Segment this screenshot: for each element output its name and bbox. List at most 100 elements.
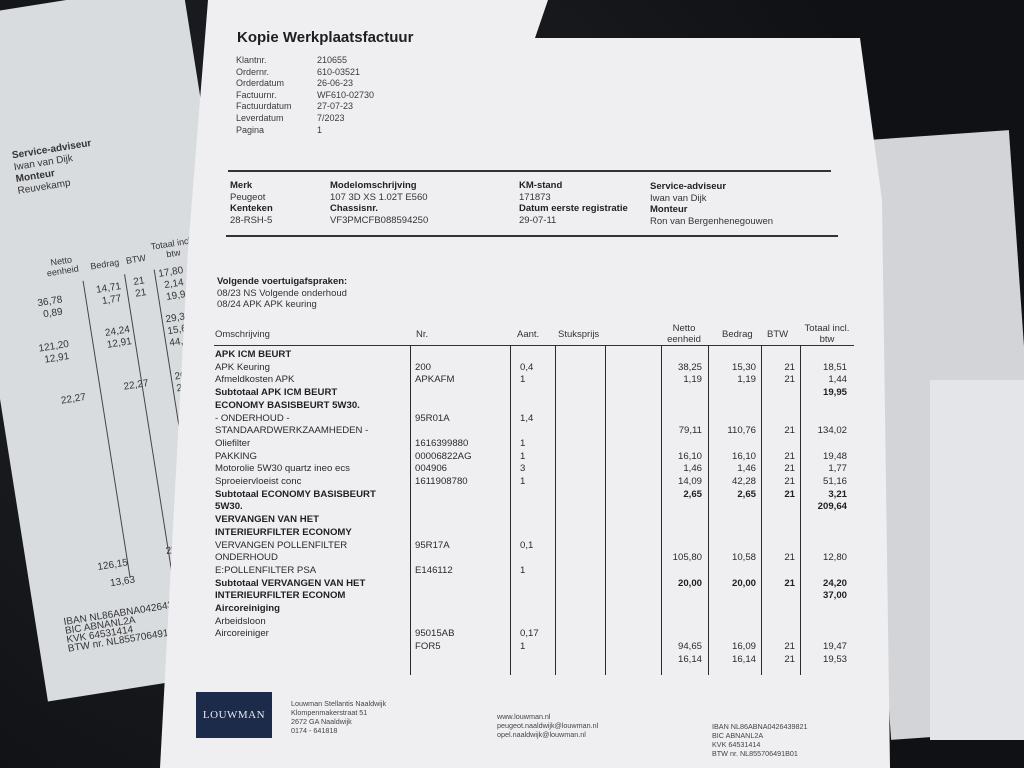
cell-netto-eenheid: 20,00	[677, 577, 702, 589]
column-line	[605, 345, 607, 675]
invoice-meta-values: 210655 610-03521 26-06-23 WF610-02730 27…	[317, 55, 374, 136]
column-line	[510, 345, 512, 675]
agreements: Volgende voertuigafspraken: 08/23 NS Vol…	[217, 276, 347, 311]
left-value: 12,91	[106, 336, 133, 351]
meta-label: Ordernr.	[236, 66, 270, 77]
model-value: 107 3D XS 1.02T E560	[330, 191, 428, 203]
cell-description: VERVANGEN POLLENFILTER	[215, 539, 348, 551]
invoice-paper	[160, 0, 890, 768]
meta-value: 610-03521	[317, 66, 361, 77]
cell-quantity: 1	[520, 450, 526, 462]
cell-totaal: 3,21	[828, 488, 847, 500]
cell-btw: 21	[784, 450, 795, 462]
left-col-btw: BTW	[125, 252, 147, 266]
table-row: Arbeidsloon	[215, 616, 855, 629]
left-col-netto: Netto eenheid	[46, 254, 80, 279]
cell-totaal: 37,00	[822, 590, 847, 602]
cell-description: - ONDERHOUD -	[215, 412, 290, 424]
table-row: FOR5 1 94,65 16,09 21 19,47	[215, 641, 855, 654]
col-bedrag: Bedrag	[722, 329, 753, 340]
cell-netto-eenheid: 79,11	[678, 425, 702, 437]
agreements-title: Volgende voertuigafspraken:	[217, 276, 348, 287]
cell-netto-eenheid: 14,09	[677, 476, 702, 487]
table-row: VERVANGEN POLLENFILTER 95R17A 0,1	[215, 540, 855, 553]
left-value: 21	[134, 287, 148, 300]
cell-description: Motorolie 5W30 quartz ineo ecs	[215, 463, 350, 475]
table-row: INTERIEURFILTER ECONOM 37,00	[215, 590, 855, 603]
cell-totaal: 19,47	[822, 641, 847, 653]
km-value: 171873	[519, 191, 551, 203]
table-row: APK ICM BEURT	[215, 349, 855, 362]
monteur-label: Monteur	[650, 204, 688, 215]
registration-label: Datum eerste registratie	[519, 203, 628, 214]
email-link[interactable]: peugeot.naaldwijk@louwman.nl	[497, 721, 599, 730]
divider	[226, 235, 838, 237]
left-value: 13,63	[109, 574, 136, 590]
cell-description: APK ICM BEURT	[215, 349, 292, 360]
cell-description: INTERIEURFILTER ECONOM	[215, 590, 346, 602]
cell-part-number: 95015AB	[415, 628, 455, 640]
cell-part-number: 00006822AG	[415, 450, 472, 462]
table-row: 16,14 16,14 21 19,53	[215, 654, 855, 667]
cell-netto-eenheid: 94,65	[677, 641, 702, 653]
table-row: Aircoreiniger 95015AB 0,17	[215, 628, 855, 641]
cell-description: PAKKING	[215, 450, 257, 462]
adviseur-label: Service-adviseur	[650, 181, 727, 192]
bic: BIC ABNANL2A	[712, 731, 764, 740]
cell-description: VERVANGEN VAN HET	[215, 514, 319, 526]
table-row: Subtotaal APK ICM BEURT 19,95	[215, 387, 855, 400]
cell-btw: 21	[784, 641, 795, 653]
agreement-item: 08/24 APK APK keuring	[217, 299, 317, 310]
left-value: 22,27	[60, 391, 87, 407]
model-label: Modelomschrijving	[330, 180, 417, 191]
address-line: 2672 GA Naaldwijk	[291, 717, 352, 726]
cell-description: Subtotaal VERVANGEN VAN HET	[215, 577, 366, 589]
cell-totaal: 12,80	[822, 552, 847, 564]
background-paper	[930, 380, 1024, 740]
column-line	[708, 345, 710, 675]
left-value: 0,89	[42, 306, 64, 321]
cell-description: Oliefilter	[215, 437, 251, 449]
cell-netto-eenheid: 38,25	[677, 361, 702, 373]
cell-btw: 21	[784, 361, 795, 373]
cell-totaal: 19,48	[822, 450, 847, 462]
meta-label: Orderdatum	[236, 78, 285, 89]
meta-value: 26-06-23	[317, 78, 354, 89]
table-row: Aircoreiniging	[215, 603, 855, 616]
cell-totaal: 209,64	[817, 501, 847, 513]
cell-description: STANDAARDWERKZAAMHEDEN -	[215, 425, 369, 437]
website-link[interactable]: www.louwman.nl	[497, 712, 551, 721]
cell-bedrag: 1,46	[737, 463, 756, 475]
cell-part-number: APKAFM	[415, 374, 455, 386]
cell-netto-eenheid: 105,80	[672, 552, 702, 564]
cell-description: ECONOMY BASISBEURT 5W30.	[215, 399, 360, 411]
cell-quantity: 3	[520, 463, 526, 475]
meta-label: Factuurdatum	[236, 101, 292, 112]
cell-description: Arbeidsloon	[215, 615, 266, 627]
address-line: 0174 - 641818	[291, 726, 338, 735]
cell-btw: 21	[784, 488, 795, 500]
cell-description: Subtotaal APK ICM BEURT	[215, 387, 338, 399]
table-row: INTERIEURFILTER ECONOMY	[215, 527, 855, 540]
cell-quantity: 1	[520, 437, 526, 449]
cell-part-number: 95R17A	[415, 539, 450, 551]
meta-label: Factuurnr.	[236, 89, 277, 100]
cell-quantity: 1	[520, 641, 526, 653]
table-row: VERVANGEN VAN HET	[215, 514, 855, 527]
cell-bedrag: 20,00	[731, 577, 756, 589]
invoice-title: Kopie Werkplaatsfactuur	[237, 29, 414, 46]
meta-label: Leverdatum	[236, 112, 284, 123]
email-link[interactable]: opel.naaldwijk@louwman.nl	[497, 730, 586, 739]
left-value: 1,77	[101, 293, 123, 308]
cell-bedrag: 110,76	[727, 425, 756, 437]
footer-bank: IBAN NL86ABNA0426439821 BIC ABNANL2A KVK…	[712, 722, 808, 758]
table-header-line	[214, 345, 854, 347]
table-row: STANDAARDWERKZAAMHEDEN - 79,11 110,76 21 134…	[215, 425, 855, 438]
cell-part-number: 1616399880	[415, 437, 469, 449]
meta-value: 27-07-23	[317, 101, 354, 112]
cell-bedrag: 16,14	[731, 653, 756, 665]
table-row: APK Keuring 200 0,4 38,25 15,30 21 18,51	[215, 362, 855, 375]
cell-description: Aircoreiniger	[215, 628, 269, 640]
cell-quantity: 0,4	[520, 361, 534, 373]
cell-totaal: 19,95	[822, 387, 847, 399]
